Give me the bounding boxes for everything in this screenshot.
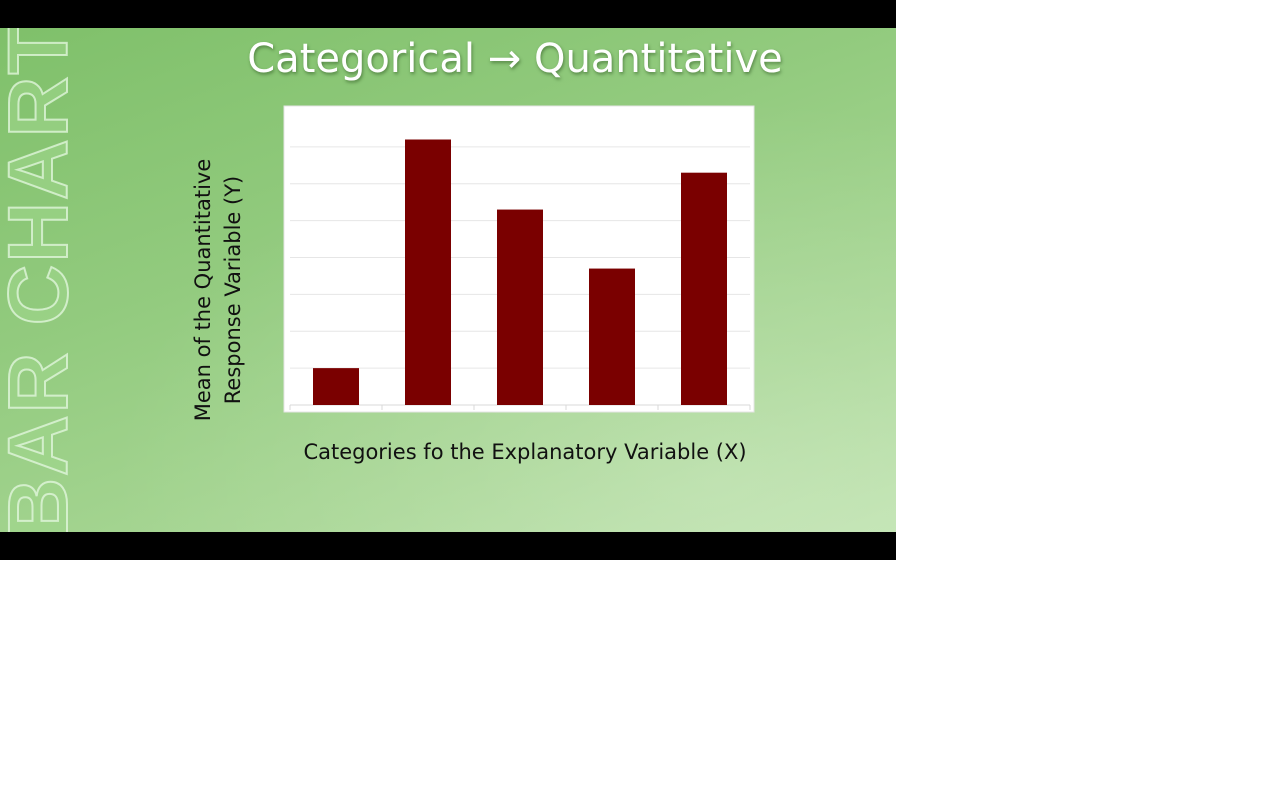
bar: [681, 172, 727, 405]
bar: [313, 368, 359, 405]
bars: [313, 139, 727, 405]
bar-chart: Categories fo the Explanatory Variable (…: [191, 105, 755, 464]
bar: [405, 139, 451, 405]
slide: BAR CHART Categorical → Quantitative Cat…: [0, 28, 896, 532]
bar: [497, 209, 543, 405]
x-ticks: [289, 405, 751, 410]
video-frame: BAR CHART Categorical → Quantitative Cat…: [0, 0, 896, 560]
y-axis-label: Mean of the Quantitative Response Variab…: [191, 159, 245, 422]
x-axis-label: Categories fo the Explanatory Variable (…: [303, 440, 746, 464]
y-axis-label-line-1: Mean of the Quantitative: [191, 159, 215, 422]
y-axis-label-line-2: Response Variable (Y): [221, 176, 245, 404]
bar: [589, 268, 635, 405]
slide-title: Categorical → Quantitative: [247, 36, 783, 82]
